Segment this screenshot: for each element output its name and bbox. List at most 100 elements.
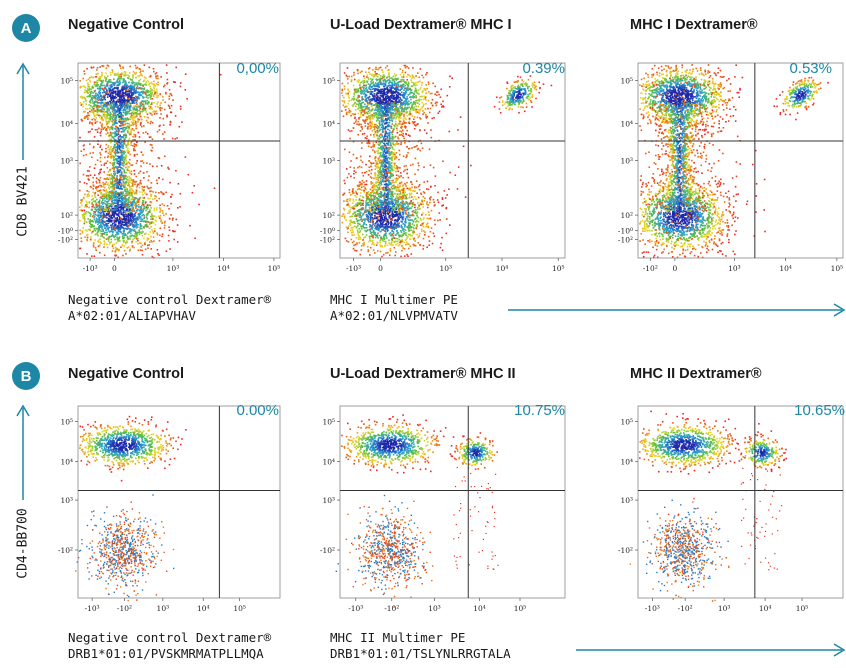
y-tick-label: 10⁵ [60,417,73,426]
plot-b3: -10³ -10² 10³ 10⁴ 10⁵ -10² 10³ 10⁴ 10⁵ [618,405,844,613]
y-tick-label: -10² [618,235,633,244]
y-tick-label: 10³ [60,157,73,166]
x-tick-label: -10² [678,604,693,613]
density-dots [79,64,222,259]
plot-b1-reagent-line1: Negative control Dextramer® [68,630,272,645]
plot-b1-reagent: Negative control Dextramer® DRB1*01:01/P… [68,630,271,662]
y-tick-label: 10³ [60,496,73,505]
y-tick-label: 10² [60,211,73,220]
x-tick-label: -10³ [348,604,363,613]
plot-a2-percent: 0.39% [522,60,565,77]
y-tick-label: 10³ [322,496,335,505]
y-tick-label: 10⁵ [620,77,633,86]
x-tick-label: 10⁴ [197,604,210,613]
plot-a2-reagent: MHC I Multimer PE A*02:01/NLVPMVATV [330,292,458,324]
panel-b-badge: B [12,362,40,390]
plot-b1-percent: 0.00% [236,402,279,419]
plot-b1-reagent-line2: DRB1*01:01/PVSKMRMATPLLMQA [68,646,264,661]
x-tick-label: 0 [112,264,117,273]
y-tick-label: 10³ [620,496,633,505]
plot-b2-title: U-Load Dextramer® MHC II [330,366,516,382]
plot-frame [637,405,844,599]
x-tick-label: 10³ [157,604,170,613]
y-tick-label: 10⁵ [60,77,73,86]
x-tick-label: 0 [673,264,678,273]
x-tick-label: 10⁵ [268,264,281,273]
x-tick-label: -10³ [346,264,361,273]
plot-a2: -10³ 0 10³ 10⁴ 10⁵ -10²-10⁰ 10² 10³ 10⁴ 10⁵ [320,62,566,273]
x-tick-label: -10³ [645,604,660,613]
y-tick-label: 10³ [620,157,633,166]
x-tick-label: -10² [643,264,658,273]
x-tick-label: 10⁴ [759,604,772,613]
x-tick-label: -10³ [83,264,98,273]
density-dots [629,410,787,602]
y-tick-label: 10⁵ [620,417,633,426]
plot-a2-reagent-line2: A*02:01/NLVPMVATV [330,308,458,323]
x-tick-label: 10³ [167,264,180,273]
x-tick-label: 10⁴ [217,264,230,273]
plot-a2-reagent-line1: MHC I Multimer PE [330,292,458,307]
x-tick-label: 10³ [728,264,741,273]
density-dots [341,64,553,258]
y-tick-label: 10⁴ [60,119,73,128]
y-tick-label: 10⁴ [620,119,633,128]
plot-b1-title: Negative Control [68,366,185,382]
plot-a1-reagent: Negative control Dextramer® A*02:01/ALIA… [68,292,271,324]
plot-frame [77,405,281,599]
x-tick-label: 10⁵ [514,604,527,613]
plot-b2-reagent-line2: DRB1*01:01/TSLYNLRRGTALA [330,646,511,661]
plot-b2-reagent-line1: MHC II Multimer PE [330,630,466,645]
y-tick-label: -10² [320,546,335,555]
y-tick-label: 10⁴ [322,119,335,128]
density-dots [639,64,829,259]
y-tick-label: -10² [618,546,633,555]
plot-frame [339,405,566,599]
x-tick-label: 10⁴ [496,264,509,273]
plot-a3-title: MHC I Dextramer® [630,17,758,33]
y-tick-label: 10⁴ [322,458,335,467]
plot-a1-title: Negative Control [68,17,185,33]
plot-a2-title: U-Load Dextramer® MHC I [330,17,512,33]
density-dots [335,414,499,608]
plot-b2-percent: 10.75% [514,402,565,419]
plot-a1-percent: 0,00% [236,60,279,77]
x-tick-label: 10³ [718,604,731,613]
plot-a1: -10³ 0 10³ 10⁴ 10⁵ -10²-10⁰ 10² 10³ 10⁴ 10⁵ [58,62,281,273]
plot-a3-percent: 0.53% [789,60,832,77]
plot-b2-reagent: MHC II Multimer PE DRB1*01:01/TSLYNLRRGT… [330,630,511,662]
plot-a1-reagent-line1: Negative control Dextramer® [68,292,272,307]
x-tick-label: 10⁵ [552,264,565,273]
panel-a-badge: A [12,14,40,42]
y-tick-label: -10² [320,235,335,244]
y-tick-label: -10² [58,546,73,555]
x-tick-label: 10³ [439,264,452,273]
y-tick-label: 10² [620,211,633,220]
y-tick-label: 10⁴ [60,458,73,467]
plot-a1-reagent-line2: A*02:01/ALIAPVHAV [68,308,196,323]
y-tick-label: 10⁵ [322,417,335,426]
panel-b-y-axis-label: CD4-BB700 [15,508,31,579]
density-dots [75,415,187,602]
x-tick-label: 0 [378,264,383,273]
plot-b3-percent: 10.65% [794,402,845,419]
y-tick-label: -10⁰ [320,227,335,236]
x-tick-label: -10² [384,604,399,613]
x-tick-label: 10⁵ [796,604,809,613]
plot-b1: -10³ -10² 10³ 10⁴ 10⁵ -10² 10³ 10⁴ 10⁵ [58,405,281,613]
x-tick-label: 10³ [428,604,441,613]
y-tick-label: -10² [58,235,73,244]
y-tick-label: 10⁴ [620,458,633,467]
y-tick-label: -10⁰ [58,227,73,236]
plot-b2: -10³ -10² 10³ 10⁴ 10⁵ -10² 10³ 10⁴ 10⁵ [320,405,566,613]
plot-b3-title: MHC II Dextramer® [630,366,762,382]
x-tick-label: -10² [117,604,132,613]
y-tick-label: 10³ [322,157,335,166]
x-tick-label: 10⁵ [831,264,844,273]
y-tick-label: 10² [322,211,335,220]
x-tick-label: 10⁴ [779,264,792,273]
x-tick-label: 10⁵ [233,604,246,613]
y-tick-label: 10⁵ [322,77,335,86]
x-tick-label: -10³ [85,604,100,613]
